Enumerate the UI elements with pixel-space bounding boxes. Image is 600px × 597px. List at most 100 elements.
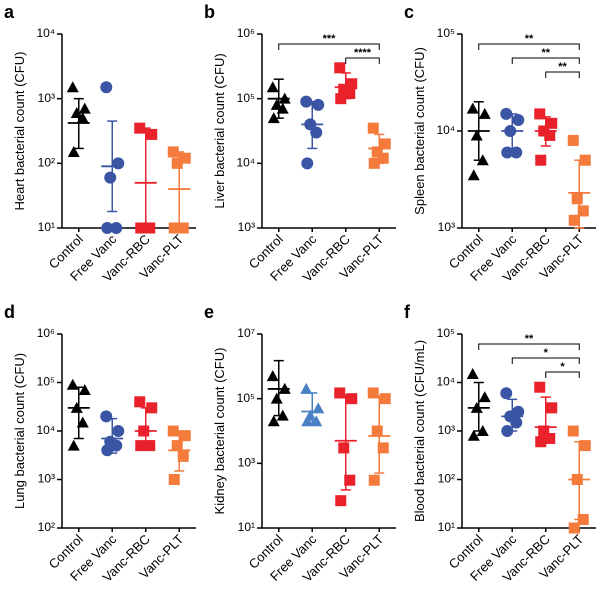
point (544, 129, 556, 141)
point (538, 425, 550, 437)
significance-bracket (511, 357, 580, 364)
point (478, 391, 491, 403)
point (267, 415, 280, 427)
point (546, 117, 558, 129)
point (312, 98, 325, 111)
point (478, 107, 491, 119)
y-tick-label: 10¹ (38, 220, 55, 234)
significance-bracket (478, 343, 580, 350)
point (270, 98, 283, 110)
significance-label: ** (525, 333, 534, 345)
point (310, 415, 323, 427)
point (544, 433, 556, 445)
point (112, 425, 125, 437)
point (134, 122, 146, 134)
y-tick-label: 10² (438, 472, 455, 486)
y-tick-label: 10⁴ (236, 156, 255, 170)
point (579, 440, 591, 452)
point (344, 474, 356, 486)
y-tick-label: 10² (38, 520, 55, 534)
point (379, 393, 391, 405)
point (368, 474, 380, 486)
panel-letter: e (204, 302, 214, 322)
point (70, 107, 83, 119)
point (167, 425, 179, 437)
point (100, 81, 113, 94)
point (512, 113, 525, 126)
point (335, 495, 347, 507)
point (270, 392, 283, 404)
point (101, 222, 114, 234)
point (171, 157, 183, 169)
point (146, 402, 158, 414)
y-tick-label: 10¹ (238, 520, 255, 534)
point (135, 440, 147, 452)
point (567, 134, 579, 146)
point (579, 154, 591, 166)
y-tick-label: 10¹ (438, 520, 455, 534)
point (134, 396, 146, 408)
point (146, 128, 158, 140)
y-tick-label: 10⁴ (36, 423, 55, 437)
y-axis-label: Kidney bacterial count (CFU) (212, 348, 227, 515)
point (171, 440, 183, 452)
point (568, 522, 580, 534)
point (78, 384, 91, 396)
significance-label: ** (558, 61, 567, 73)
y-tick-label: 10³ (438, 220, 455, 234)
point (266, 81, 279, 93)
point (104, 171, 117, 184)
point (500, 387, 513, 400)
point (300, 95, 313, 108)
y-tick-label: 10² (38, 156, 55, 170)
point (338, 442, 350, 454)
point (301, 415, 314, 427)
point (466, 102, 479, 114)
y-axis-label: Lung bacterial count (CFU) (12, 353, 27, 509)
y-tick-label: 10⁵ (37, 375, 55, 389)
y-tick-label: 10⁴ (36, 26, 55, 40)
point (334, 62, 346, 74)
point (510, 416, 523, 429)
panel-letter: d (4, 302, 15, 322)
significance-bracket (545, 71, 580, 78)
point (546, 402, 558, 414)
point (179, 152, 191, 164)
point (112, 157, 125, 170)
point (301, 157, 314, 170)
point (100, 410, 113, 423)
point (346, 78, 358, 90)
significance-bracket (511, 57, 580, 64)
y-tick-label: 10³ (38, 91, 55, 105)
point (334, 387, 346, 399)
point (467, 169, 480, 181)
y-axis-label: Spleen bacterial count (CFU) (412, 47, 427, 215)
y-tick-label: 10⁶ (237, 26, 255, 40)
significance-bracket (545, 371, 580, 378)
y-tick-label: 10⁴ (436, 123, 455, 137)
point (338, 83, 350, 95)
point (67, 145, 80, 157)
y-axis-label: Liver bacterial count (CFU) (212, 53, 227, 208)
significance-bracket (478, 43, 580, 50)
point (500, 107, 513, 120)
point (568, 214, 580, 226)
point (67, 439, 80, 451)
point (266, 370, 279, 382)
point (76, 416, 89, 428)
y-tick-label: 10⁵ (237, 391, 255, 405)
y-tick-label: 10³ (38, 472, 55, 486)
point (371, 146, 383, 158)
point (276, 102, 289, 114)
point (377, 152, 389, 164)
point (371, 425, 383, 437)
point (300, 382, 313, 394)
point (110, 222, 123, 234)
panel-letter: a (4, 2, 15, 22)
panel-letter: f (404, 302, 411, 322)
point (66, 378, 79, 390)
significance-bracket (345, 57, 380, 64)
panel-letter: c (404, 2, 414, 22)
point (367, 122, 379, 134)
